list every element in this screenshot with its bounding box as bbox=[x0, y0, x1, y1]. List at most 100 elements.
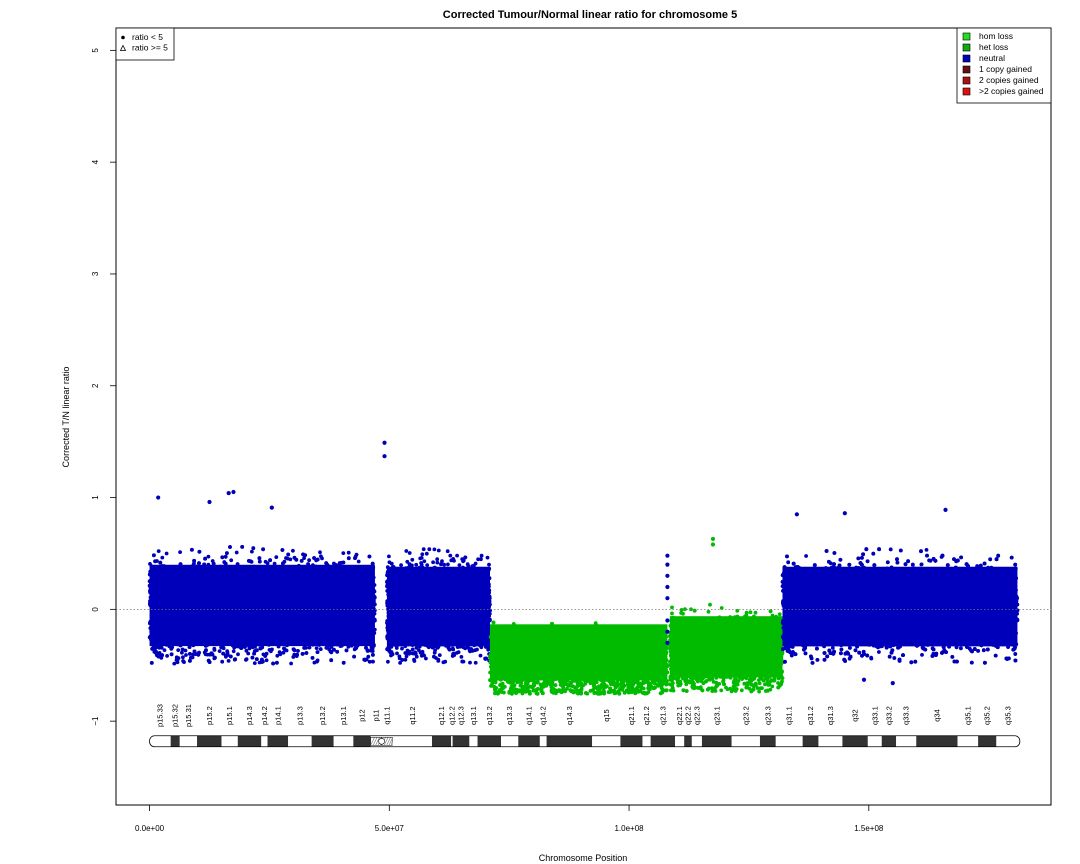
data-point bbox=[307, 645, 312, 650]
data-point bbox=[279, 639, 284, 644]
data-point bbox=[344, 648, 349, 653]
data-point bbox=[355, 631, 360, 636]
data-point bbox=[151, 618, 156, 622]
data-point bbox=[282, 599, 287, 604]
data-point bbox=[161, 616, 166, 621]
data-point bbox=[366, 654, 371, 659]
data-point bbox=[331, 592, 336, 596]
data-point bbox=[148, 578, 153, 583]
data-point bbox=[339, 596, 344, 601]
data-point bbox=[330, 616, 335, 621]
data-point bbox=[231, 595, 236, 599]
data-point bbox=[342, 633, 346, 638]
data-point bbox=[158, 577, 163, 581]
data-point bbox=[183, 580, 188, 585]
data-point bbox=[165, 582, 170, 586]
data-point bbox=[371, 631, 376, 636]
data-point bbox=[209, 574, 213, 579]
data-point bbox=[276, 629, 281, 634]
data-point bbox=[317, 614, 322, 619]
data-point bbox=[301, 552, 305, 557]
data-point bbox=[180, 588, 185, 593]
data-point bbox=[160, 653, 165, 658]
data-point bbox=[259, 574, 263, 579]
data-point bbox=[353, 627, 358, 632]
data-point bbox=[193, 623, 198, 628]
data-point bbox=[158, 624, 162, 629]
data-point bbox=[296, 598, 301, 603]
data-point bbox=[228, 654, 233, 659]
data-point bbox=[350, 609, 355, 614]
data-point bbox=[156, 654, 161, 659]
data-point bbox=[315, 624, 320, 629]
data-point bbox=[249, 609, 254, 614]
data-point bbox=[242, 607, 247, 612]
data-point bbox=[267, 619, 271, 623]
data-point bbox=[245, 628, 250, 633]
data-point bbox=[221, 651, 226, 656]
data-point bbox=[333, 635, 338, 640]
data-point bbox=[307, 642, 312, 646]
data-point bbox=[195, 631, 200, 636]
data-point bbox=[222, 599, 227, 604]
data-point bbox=[210, 616, 215, 620]
data-point bbox=[341, 551, 346, 555]
data-point bbox=[200, 594, 205, 599]
data-point bbox=[287, 624, 292, 629]
data-point bbox=[304, 625, 309, 630]
data-point bbox=[262, 584, 267, 589]
data-point bbox=[153, 579, 158, 584]
data-point bbox=[281, 650, 286, 655]
data-point bbox=[152, 622, 156, 627]
data-point bbox=[331, 622, 336, 627]
data-point bbox=[288, 557, 293, 562]
data-point bbox=[247, 559, 251, 563]
data-point bbox=[158, 618, 163, 623]
data-point bbox=[157, 645, 162, 650]
data-point bbox=[238, 612, 242, 617]
data-point bbox=[291, 548, 295, 553]
data-point bbox=[296, 649, 300, 653]
data-point bbox=[203, 599, 208, 603]
data-point bbox=[160, 581, 165, 586]
data-point bbox=[216, 578, 221, 583]
data-point bbox=[302, 629, 307, 634]
data-point bbox=[271, 610, 275, 614]
data-point bbox=[302, 589, 307, 594]
data-point bbox=[287, 607, 292, 611]
data-point bbox=[180, 650, 184, 655]
data-point bbox=[190, 655, 195, 660]
data-point bbox=[264, 658, 269, 663]
data-point bbox=[159, 570, 164, 575]
data-point bbox=[206, 622, 211, 626]
data-point bbox=[345, 572, 350, 577]
data-point bbox=[271, 589, 276, 594]
data-point bbox=[371, 611, 375, 615]
data-point bbox=[327, 576, 332, 581]
data-point bbox=[253, 637, 258, 642]
data-point bbox=[313, 580, 318, 585]
data-point bbox=[281, 588, 286, 593]
data-point bbox=[168, 589, 173, 594]
data-point bbox=[193, 591, 198, 596]
data-point bbox=[296, 586, 301, 591]
data-point bbox=[354, 620, 359, 624]
data-point bbox=[334, 574, 339, 578]
data-point bbox=[181, 592, 186, 597]
data-point bbox=[225, 551, 229, 555]
data-point bbox=[312, 621, 317, 626]
data-point bbox=[178, 581, 183, 585]
data-point bbox=[245, 611, 250, 616]
data-point bbox=[184, 618, 189, 622]
data-point bbox=[348, 627, 353, 632]
data-point bbox=[220, 659, 225, 664]
data-point bbox=[273, 583, 277, 588]
data-point bbox=[181, 655, 185, 660]
data-point bbox=[271, 570, 276, 575]
data-point bbox=[165, 654, 170, 658]
data-point bbox=[310, 656, 315, 660]
data-point bbox=[335, 642, 339, 647]
data-point bbox=[172, 661, 177, 666]
data-point bbox=[227, 586, 232, 591]
